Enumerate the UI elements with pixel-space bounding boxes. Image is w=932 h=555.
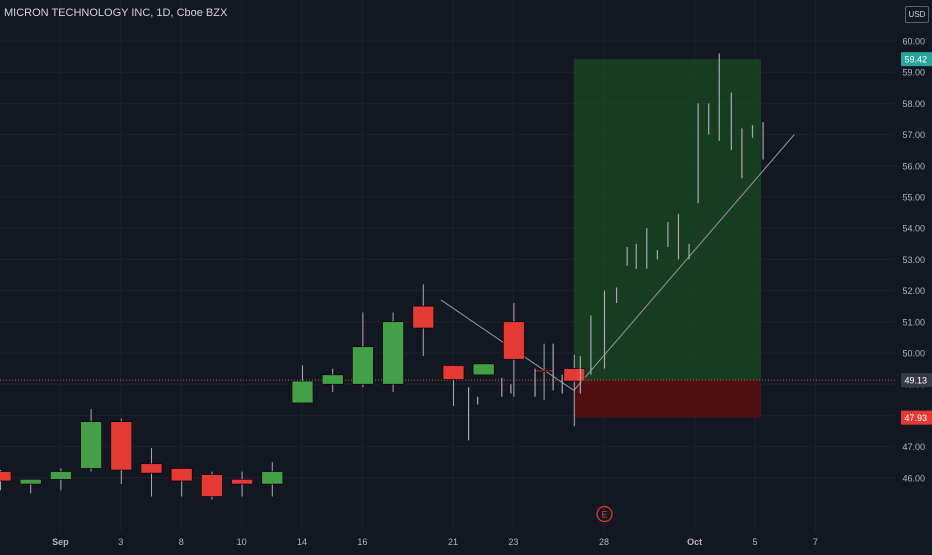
y-tick-label-9: 55.00 <box>902 193 925 203</box>
candle-body-6 <box>170 468 193 482</box>
candle-body-19 <box>563 368 586 382</box>
y-tick-label-1: 47.00 <box>902 442 925 452</box>
y-tick-label-0: 46.00 <box>902 473 925 483</box>
candle-body-3 <box>80 421 102 469</box>
candle-body-9 <box>261 471 284 485</box>
x-tick-label-2: 8 <box>179 537 184 547</box>
x-tick-label-3: 10 <box>237 537 247 547</box>
price-label-stop: 47.93 <box>904 413 927 423</box>
earnings-event-label: E <box>601 510 607 520</box>
y-tick-label-4: 50.00 <box>902 349 925 359</box>
x-tick-label-8: 28 <box>599 537 609 547</box>
candle-body-18 <box>533 369 555 373</box>
candle-body-11 <box>321 374 344 385</box>
y-tick-label-11: 57.00 <box>902 130 925 140</box>
y-tick-label-13: 59.00 <box>902 68 925 78</box>
price-label-target: 59.42 <box>904 55 927 65</box>
y-tick-label-10: 56.00 <box>902 161 925 171</box>
y-tick-label-8: 54.00 <box>902 224 925 234</box>
x-tick-label-9: Oct <box>687 537 702 547</box>
candle-body-4 <box>110 421 133 471</box>
price-label-bg-stop <box>901 410 932 425</box>
y-tick-label-6: 52.00 <box>902 286 925 296</box>
x-tick-label-1: 3 <box>118 537 123 547</box>
x-tick-label-5: 16 <box>357 537 367 547</box>
candle-body-2 <box>50 471 72 480</box>
candle-body-17 <box>503 321 525 360</box>
candle-body-8 <box>231 479 253 485</box>
price-label-bg-target <box>901 52 932 67</box>
candle-body-13 <box>382 321 404 385</box>
candle-body-5 <box>140 463 163 474</box>
y-tick-label-5: 51.00 <box>902 317 925 327</box>
candle-body-12 <box>352 346 374 385</box>
x-tick-label-10: 5 <box>752 537 757 547</box>
candle-body-1 <box>19 479 42 485</box>
candle-body-15 <box>442 365 465 380</box>
y-tick-label-7: 53.00 <box>902 255 925 265</box>
y-tick-label-12: 58.00 <box>902 99 925 109</box>
target-zone <box>573 59 762 381</box>
candle-body-10 <box>291 380 314 404</box>
candle-body-14 <box>412 305 435 329</box>
currency-button[interactable]: USD <box>905 6 929 23</box>
x-tick-label-4: 14 <box>297 537 307 547</box>
x-tick-label-0: Sep <box>52 537 69 547</box>
x-tick-label-7: 23 <box>508 537 518 547</box>
price-label-entry: 49.13 <box>904 376 927 386</box>
x-tick-label-11: 7 <box>813 537 818 547</box>
trendline-1 <box>573 134 795 391</box>
symbol-title[interactable]: MICRON TECHNOLOGY INC, 1D, Cboe BZX <box>4 7 228 19</box>
stop-zone <box>573 380 762 418</box>
price-label-bg-entry <box>901 373 932 388</box>
candle-body-7 <box>201 474 223 497</box>
candle-body-0 <box>0 471 12 482</box>
earnings-event-marker <box>596 505 613 523</box>
y-tick-label-14: 60.00 <box>902 37 925 47</box>
candle-body-16 <box>472 363 495 376</box>
x-tick-label-6: 21 <box>448 537 458 547</box>
